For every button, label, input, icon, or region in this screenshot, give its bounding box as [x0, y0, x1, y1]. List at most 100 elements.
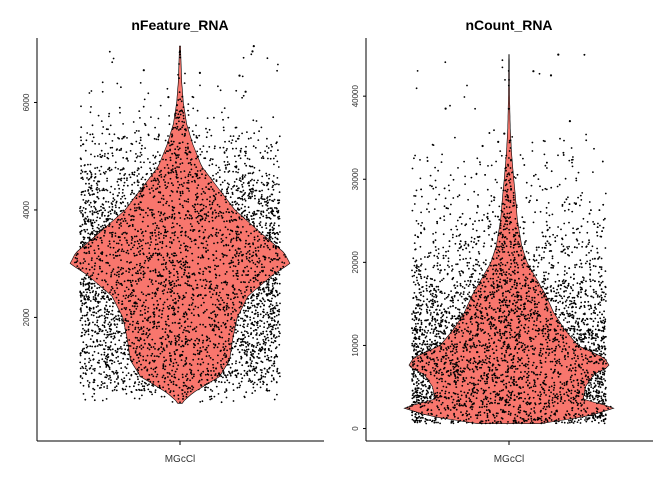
data-point — [87, 232, 90, 235]
data-point — [210, 134, 213, 137]
data-point — [275, 302, 278, 304]
data-point — [241, 317, 244, 320]
data-point — [96, 287, 99, 290]
data-point — [90, 364, 93, 367]
data-point — [270, 193, 273, 196]
data-point — [120, 202, 123, 205]
data-point — [97, 352, 100, 355]
data-point — [274, 295, 277, 298]
data-point — [255, 346, 258, 349]
data-point — [107, 201, 110, 203]
data-point — [274, 327, 277, 330]
data-point — [118, 362, 121, 365]
data-point — [231, 353, 234, 356]
data-point — [276, 207, 278, 210]
data-point — [239, 190, 242, 193]
data-point — [244, 199, 247, 202]
data-point — [210, 395, 213, 398]
data-point — [86, 291, 88, 294]
data-point — [263, 322, 266, 325]
data-point — [227, 192, 230, 195]
data-point — [278, 273, 281, 276]
data-point — [273, 222, 276, 225]
data-point — [112, 197, 115, 200]
data-point — [248, 211, 251, 214]
data-point — [213, 116, 215, 119]
data-point — [278, 372, 281, 374]
data-point — [235, 362, 237, 365]
data-point — [123, 341, 126, 344]
data-point — [117, 314, 120, 317]
data-point — [253, 210, 256, 213]
data-point — [247, 343, 249, 346]
data-point — [241, 75, 244, 78]
data-point — [248, 378, 251, 380]
data-point — [266, 327, 269, 330]
data-point — [79, 157, 82, 160]
data-point — [80, 165, 82, 167]
data-point — [246, 213, 249, 216]
data-point — [272, 231, 275, 234]
data-point — [105, 304, 107, 307]
data-point — [272, 116, 275, 119]
data-point — [87, 295, 90, 298]
data-point — [267, 336, 269, 339]
data-point — [250, 353, 253, 355]
data-point — [122, 168, 125, 170]
data-point — [124, 205, 127, 208]
data-point — [259, 221, 262, 223]
data-point — [243, 312, 246, 314]
data-point — [195, 124, 197, 127]
data-point — [99, 153, 101, 156]
data-point — [139, 117, 141, 119]
data-point — [87, 328, 90, 331]
data-point — [268, 177, 270, 180]
data-point — [259, 216, 261, 219]
data-point — [85, 295, 88, 298]
data-point — [244, 314, 247, 317]
data-point — [101, 154, 104, 157]
data-point — [256, 362, 259, 365]
data-point — [237, 319, 240, 322]
data-point — [127, 353, 130, 356]
data-point — [228, 183, 230, 186]
data-point — [274, 337, 277, 339]
data-point — [269, 224, 271, 227]
data-point — [265, 313, 267, 316]
data-point — [119, 178, 121, 181]
data-point — [258, 378, 260, 381]
data-point — [127, 372, 130, 374]
data-point — [109, 212, 112, 215]
data-point — [123, 174, 126, 177]
data-point — [250, 302, 253, 305]
data-point — [84, 211, 87, 214]
data-point — [247, 380, 250, 382]
data-point — [225, 149, 228, 152]
data-point — [91, 227, 94, 230]
data-point — [224, 164, 227, 167]
data-point — [244, 205, 246, 208]
data-point — [251, 304, 254, 307]
data-point — [109, 210, 112, 213]
data-point — [221, 111, 223, 114]
data-point — [256, 355, 259, 358]
data-point — [141, 380, 144, 383]
data-point — [221, 181, 224, 184]
data-point — [272, 184, 274, 187]
data-point — [276, 282, 279, 285]
data-point — [128, 385, 131, 388]
data-point — [102, 295, 105, 298]
data-point — [241, 175, 244, 178]
data-point — [245, 346, 248, 348]
data-point — [100, 205, 102, 208]
data-point — [249, 316, 252, 319]
data-point — [140, 383, 143, 385]
data-point — [187, 109, 189, 112]
data-point — [262, 381, 265, 384]
data-point — [108, 321, 111, 324]
data-point — [259, 224, 262, 227]
data-point — [274, 207, 276, 209]
data-point — [93, 282, 96, 285]
data-point — [246, 325, 249, 327]
data-point — [267, 289, 270, 292]
